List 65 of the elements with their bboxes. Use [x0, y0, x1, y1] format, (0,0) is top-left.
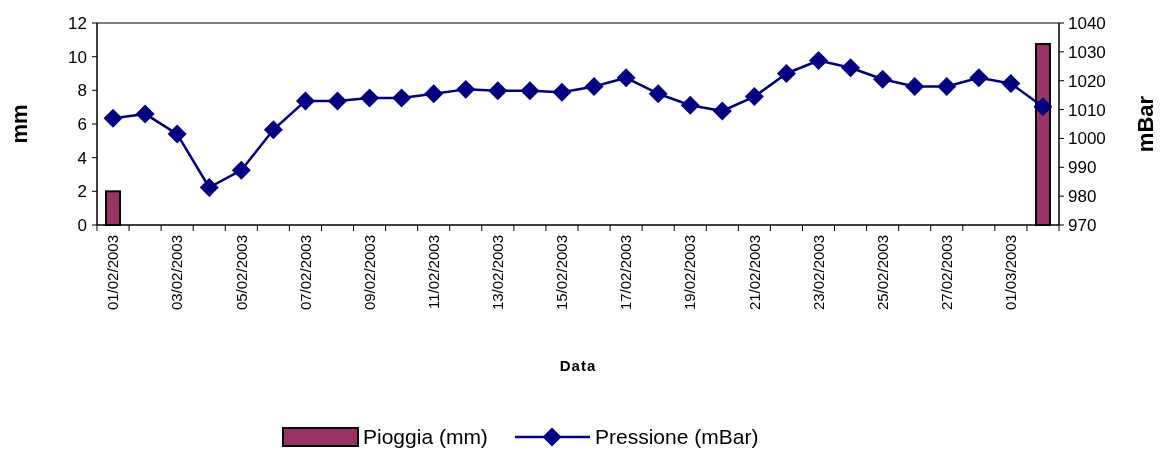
x-tick-label: 21/02/2003 — [745, 235, 763, 311]
y2-tick-label: 1030 — [1068, 42, 1106, 62]
y2-tick-label: 970 — [1068, 215, 1097, 235]
y-tick-label: 12 — [68, 13, 87, 33]
x-tick-label: 01/02/2003 — [104, 235, 122, 311]
point — [231, 160, 251, 180]
point — [552, 82, 572, 102]
x-axis-title: Data — [559, 357, 597, 374]
point — [873, 69, 893, 89]
point — [263, 120, 283, 140]
point — [776, 64, 796, 83]
x-tick-label: 01/03/2003 — [1002, 235, 1020, 311]
y2-tick-label: 990 — [1068, 158, 1097, 178]
x-tick-label: 25/02/2003 — [873, 235, 891, 311]
point — [456, 79, 476, 99]
point — [744, 87, 764, 107]
x-tick-label: 27/02/2003 — [938, 235, 956, 311]
point — [199, 178, 219, 197]
x-tick-label: 15/02/2003 — [553, 235, 571, 311]
point — [648, 84, 668, 104]
point — [392, 88, 412, 108]
point — [584, 77, 604, 96]
y-tick-label: 10 — [68, 47, 87, 67]
point — [841, 58, 861, 78]
y-tick-label: 6 — [77, 114, 87, 134]
x-tick-label: 23/02/2003 — [809, 235, 827, 311]
point — [680, 95, 700, 115]
x-tick-label: 19/02/2003 — [681, 235, 699, 311]
point — [520, 81, 540, 101]
y2-tick-label: 980 — [1068, 187, 1097, 207]
point — [295, 91, 315, 111]
y2-tick-label: 1040 — [1068, 13, 1106, 33]
y-tick-label: 8 — [77, 81, 87, 101]
point — [616, 68, 636, 88]
legend-label: Pressione (mBar) — [595, 425, 759, 449]
point — [167, 124, 187, 144]
point — [809, 51, 828, 70]
x-tick-label: 17/02/2003 — [617, 235, 635, 311]
point — [969, 68, 989, 88]
point — [328, 91, 347, 111]
point — [103, 108, 123, 128]
y2-tick-label: 1000 — [1068, 129, 1106, 149]
point — [1033, 97, 1053, 117]
point — [1001, 74, 1021, 94]
y-tick-label: 4 — [77, 148, 87, 168]
point — [905, 77, 925, 96]
point — [488, 81, 508, 101]
point — [135, 104, 155, 124]
y2-tick-label: 1020 — [1068, 71, 1106, 91]
x-tick-label: 09/02/2003 — [360, 235, 378, 311]
x-tick-label: 11/02/2003 — [424, 235, 442, 309]
x-tick-label: 05/02/2003 — [232, 235, 250, 311]
point — [712, 101, 732, 121]
y-tick-label: 0 — [77, 215, 87, 235]
x-tick-label: 03/02/2003 — [168, 235, 186, 311]
point — [937, 77, 957, 96]
y2-tick-label: 1010 — [1068, 100, 1106, 120]
y-tick-label: 2 — [77, 182, 87, 202]
point — [424, 84, 444, 104]
x-tick-label: 13/02/2003 — [489, 235, 507, 311]
y-axis-title: mm — [7, 104, 32, 144]
point — [360, 88, 380, 108]
y2-axis-title: mBar — [1133, 95, 1158, 153]
legend-label: Pioggia (mm) — [363, 425, 488, 449]
x-tick-label: 07/02/2003 — [296, 235, 314, 311]
